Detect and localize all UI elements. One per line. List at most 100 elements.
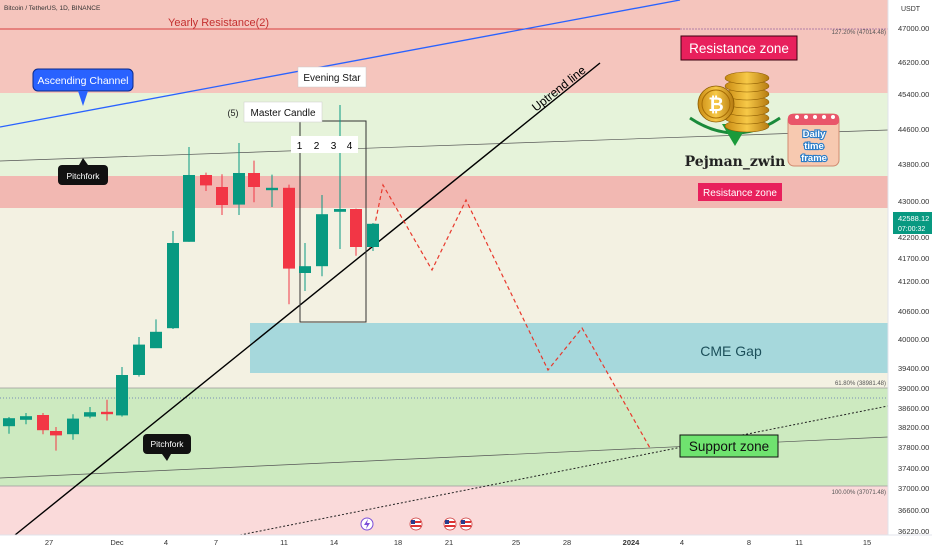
us-flag-event-icon[interactable] [459,517,473,531]
candle[interactable] [167,231,179,329]
candle[interactable] [150,319,162,349]
calendar-line-2: time [804,141,824,152]
candle-body [133,344,145,375]
evening-star-box [299,120,367,323]
price-tick-label: 45400.00 [898,90,929,99]
time-tick-label: 21 [445,538,453,547]
price-tick-label: 36600.00 [898,506,929,515]
candle-body [248,173,260,187]
pitchfork-callout-bottom[interactable]: Pitchfork [143,434,191,461]
current-price-marker: 42588.12 07:00:32 [893,212,932,234]
candle[interactable] [3,417,15,434]
price-tick-label: 41700.00 [898,254,929,263]
svg-text:₿: ₿ [708,94,723,116]
evening-star-callout[interactable]: Evening Star [297,66,367,88]
current-price: 42588.12 [898,214,929,223]
ascending-channel-callout[interactable]: Ascending Channel [32,68,134,106]
candle-body [101,411,113,415]
price-tick-label: 39400.00 [898,364,929,373]
candle-number-1: 1 [297,141,303,152]
us-flag-event-icon[interactable] [409,517,423,531]
candle-number-3: 3 [331,141,337,152]
price-tick-label: 37800.00 [898,443,929,452]
fib-127-label: 127.20% (47014.48) [832,30,886,36]
candle[interactable] [216,174,228,215]
price-axis[interactable]: USDT 47000.00 46200.00 45400.00 44600.00 438… [887,0,932,536]
candle[interactable] [283,184,295,305]
price-tick-label: 43800.00 [898,160,929,169]
fib-100-label: 100.00% (37071.48) [832,490,886,496]
candle[interactable] [299,243,311,291]
master-candle-callout[interactable]: Master Candle [243,101,323,123]
bar-countdown: 07:00:32 [898,226,925,233]
candle-number-2: 2 [314,141,320,152]
candle-body [150,331,162,349]
candle[interactable] [350,208,362,256]
resistance-zone-top-callout[interactable]: Resistance zone [680,35,798,61]
candle[interactable] [316,195,328,277]
time-tick-label: 11 [280,538,288,547]
candle[interactable] [50,427,62,451]
candle[interactable] [200,172,212,191]
candle-body [350,209,362,247]
candle[interactable] [84,407,96,419]
candle-body [216,187,228,205]
resistance-zone-top-label: Resistance zone [689,41,789,56]
time-tick-label: 4 [164,538,168,547]
support-zone-label: Support zone [689,439,769,454]
candle[interactable] [20,413,32,425]
support-zone-callout[interactable]: Support zone [679,434,779,458]
candle-body [316,214,328,267]
event-icons[interactable] [360,517,473,531]
us-flag-event-icon[interactable] [443,517,457,531]
candle[interactable] [367,223,379,251]
candle[interactable] [37,413,49,435]
candle[interactable] [183,147,195,242]
candle-body [67,418,79,435]
price-tick-label: 37400.00 [898,464,929,473]
annotations: Yearly Resistance(2) Ascending Channel P… [32,17,840,531]
price-tick-label: 42200.00 [898,233,929,242]
candle[interactable] [133,337,145,377]
lower-band [0,486,888,535]
candle[interactable] [266,174,278,207]
candle[interactable] [67,414,79,440]
candle-body [3,418,15,427]
resistance-zone-mid-callout[interactable]: Resistance zone [698,183,782,201]
evening-star-label: Evening Star [303,73,361,84]
price-tick-label: 36220.00 [898,527,929,536]
time-tick-label: Dec [110,538,124,547]
candle-number-labels: 1 2 3 4 [291,136,358,153]
candle-body [84,412,96,417]
candles [3,105,379,451]
time-tick-label: 15 [863,538,871,547]
candle-body [334,209,346,212]
candle[interactable] [116,367,128,417]
candle-body [167,243,179,329]
time-tick-label: 27 [45,538,53,547]
candle[interactable] [233,143,245,215]
candle-body [37,415,49,431]
candle[interactable] [101,399,113,421]
time-tick-label: 2024 [623,538,641,547]
trend-lines [0,0,889,536]
time-tick-label: 11 [795,538,803,547]
time-tick-label: 28 [563,538,571,547]
time-axis[interactable]: 27 Dec 4 7 11 14 18 21 25 28 2024 4 8 11 15 [0,534,932,550]
candle-body [283,187,295,269]
candle-body [233,173,245,205]
lightning-event-icon[interactable] [360,517,374,531]
candle-body [50,431,62,436]
time-tick-label: 4 [680,538,684,547]
calendar-line-3: frame [801,153,827,164]
candle[interactable] [248,160,260,203]
price-tick-label: 41200.00 [898,277,929,286]
candle-body [183,175,195,242]
symbol-title[interactable]: Bitcoin / TetherUS, 1D, BINANCE [4,5,101,12]
price-tick-label: 40600.00 [898,307,929,316]
candle[interactable] [334,105,346,249]
pitchfork-callout-top[interactable]: Pitchfork [58,158,108,185]
candle-body [116,375,128,416]
calendar-line-1: Daily [803,129,826,140]
